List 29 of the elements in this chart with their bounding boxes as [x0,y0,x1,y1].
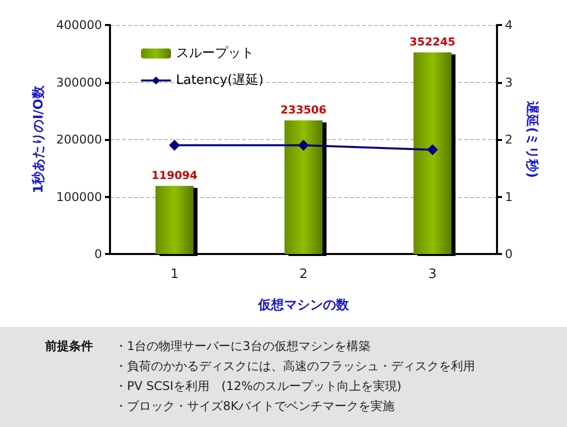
data-label: 233506 [280,103,327,116]
y-tick-label: 200000 [56,132,102,146]
x-tick-label: 1 [170,267,179,282]
x-tick-label: 2 [299,267,308,282]
y2-tick-label: 4 [505,18,513,32]
y-tick-label: 100000 [56,190,102,204]
bar [284,120,322,254]
text: ・ブロック・サイズ8Kバイトでベンチマークを実施 [115,399,395,413]
text: ・負荷のかかるディスクには、高速のフラッシュ・ディスクを利用 [115,359,475,373]
y2-tick-label: 3 [505,75,513,90]
y2-tick-label: 2 [505,132,513,146]
x-axis-title: 仮想マシンの数 [257,297,350,313]
x-tick-label: 3 [428,267,437,282]
y-axis-title: 1秒あたりのI/O数 [31,84,46,194]
y2-axis-title: 遅延(ミリ秒) [524,100,539,178]
bar [156,186,194,254]
y2-tick-label: 0 [505,247,513,261]
text: ・1台の物理サーバーに3台の仮想マシンを構築 [115,339,370,353]
y-tick-label: 300000 [56,75,102,90]
text: 前提条件 [44,339,93,353]
data-label: 119094 [152,168,198,182]
legend-label: スループット [176,46,254,61]
y-tick-label: 400000 [56,18,102,32]
bar [414,52,452,254]
legend-label: Latency(遅延) [176,73,264,88]
y2-tick-label: 1 [505,190,513,204]
y-tick-label: 0 [94,247,102,261]
text: ・PV SCSIを利用 (12%のスループット向上を実現) [115,379,402,393]
data-label: 352245 [410,35,456,48]
